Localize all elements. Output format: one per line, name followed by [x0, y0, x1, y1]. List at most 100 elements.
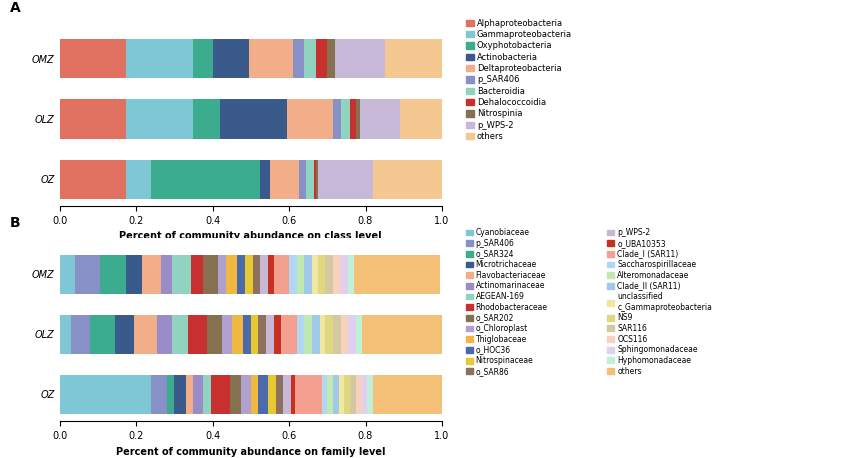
Bar: [203, 375, 211, 414]
Legend: Alphaproteobacteria, Gammaproteobacteria, Oxyphotobacteria, Actinobacteria, Delt: Alphaproteobacteria, Gammaproteobacteria…: [465, 18, 573, 142]
Bar: [231, 315, 243, 354]
Bar: [212, 39, 249, 78]
Bar: [115, 315, 134, 354]
Bar: [60, 39, 127, 78]
Bar: [266, 315, 274, 354]
Bar: [350, 375, 356, 414]
Bar: [304, 315, 312, 354]
Bar: [258, 375, 268, 414]
Bar: [173, 315, 188, 354]
Bar: [289, 255, 297, 294]
Bar: [316, 39, 327, 78]
Bar: [333, 255, 341, 294]
Bar: [260, 159, 269, 199]
Bar: [356, 99, 360, 138]
Bar: [327, 39, 335, 78]
Bar: [348, 255, 354, 294]
Bar: [367, 375, 373, 414]
Bar: [341, 255, 348, 294]
Bar: [193, 39, 212, 78]
Bar: [321, 375, 327, 414]
Bar: [348, 315, 356, 354]
Bar: [312, 255, 318, 294]
Bar: [260, 255, 268, 294]
Bar: [157, 315, 173, 354]
Bar: [151, 375, 167, 414]
Bar: [230, 375, 241, 414]
Bar: [241, 375, 251, 414]
Bar: [237, 255, 245, 294]
Bar: [274, 255, 289, 294]
Bar: [333, 99, 341, 138]
Bar: [60, 315, 71, 354]
Bar: [362, 315, 467, 354]
Bar: [274, 315, 281, 354]
Bar: [287, 99, 333, 138]
Bar: [338, 375, 344, 414]
Bar: [90, 315, 115, 354]
Legend: p_WPS-2, o_UBA10353, Clade_I (SAR11), Saccharospirillaceae, Alteromonadaceae, Cl: p_WPS-2, o_UBA10353, Clade_I (SAR11), Sa…: [606, 227, 713, 376]
Bar: [304, 255, 312, 294]
Bar: [142, 255, 161, 294]
Bar: [360, 99, 400, 138]
Bar: [220, 99, 287, 138]
Bar: [211, 375, 230, 414]
Bar: [335, 39, 384, 78]
Bar: [362, 375, 367, 414]
Bar: [400, 99, 442, 138]
Text: B: B: [10, 216, 20, 230]
Bar: [292, 39, 304, 78]
Bar: [252, 255, 260, 294]
Bar: [297, 255, 304, 294]
Bar: [75, 255, 99, 294]
Bar: [161, 255, 173, 294]
Bar: [193, 99, 220, 138]
Bar: [203, 255, 218, 294]
Bar: [315, 159, 318, 199]
Bar: [243, 315, 251, 354]
Bar: [251, 315, 258, 354]
Bar: [60, 255, 75, 294]
Bar: [326, 255, 333, 294]
Bar: [356, 375, 362, 414]
Bar: [127, 255, 142, 294]
Bar: [356, 315, 362, 354]
X-axis label: Percent of community abundance on class level: Percent of community abundance on class …: [120, 231, 382, 241]
Bar: [173, 255, 191, 294]
Bar: [327, 375, 333, 414]
Bar: [297, 315, 304, 354]
Bar: [373, 375, 446, 414]
Bar: [226, 255, 237, 294]
Bar: [350, 99, 356, 138]
Bar: [326, 315, 333, 354]
Bar: [207, 315, 222, 354]
Bar: [283, 375, 291, 414]
Bar: [134, 315, 157, 354]
Bar: [306, 159, 314, 199]
Bar: [222, 315, 231, 354]
X-axis label: Percent of community abundance on family level: Percent of community abundance on family…: [116, 447, 386, 457]
Bar: [245, 255, 252, 294]
Bar: [384, 39, 442, 78]
Bar: [291, 375, 295, 414]
Bar: [99, 255, 127, 294]
Bar: [268, 255, 274, 294]
Bar: [60, 99, 127, 138]
Bar: [60, 159, 127, 199]
Bar: [344, 375, 350, 414]
Bar: [373, 159, 442, 199]
Bar: [341, 99, 350, 138]
Bar: [193, 375, 203, 414]
Bar: [127, 99, 193, 138]
Bar: [314, 159, 316, 199]
Bar: [304, 39, 316, 78]
Bar: [269, 159, 298, 199]
Bar: [354, 255, 440, 294]
Bar: [312, 315, 320, 354]
Bar: [249, 39, 292, 78]
Bar: [127, 159, 151, 199]
Bar: [151, 159, 260, 199]
Bar: [333, 315, 341, 354]
Bar: [188, 315, 207, 354]
Bar: [258, 315, 266, 354]
